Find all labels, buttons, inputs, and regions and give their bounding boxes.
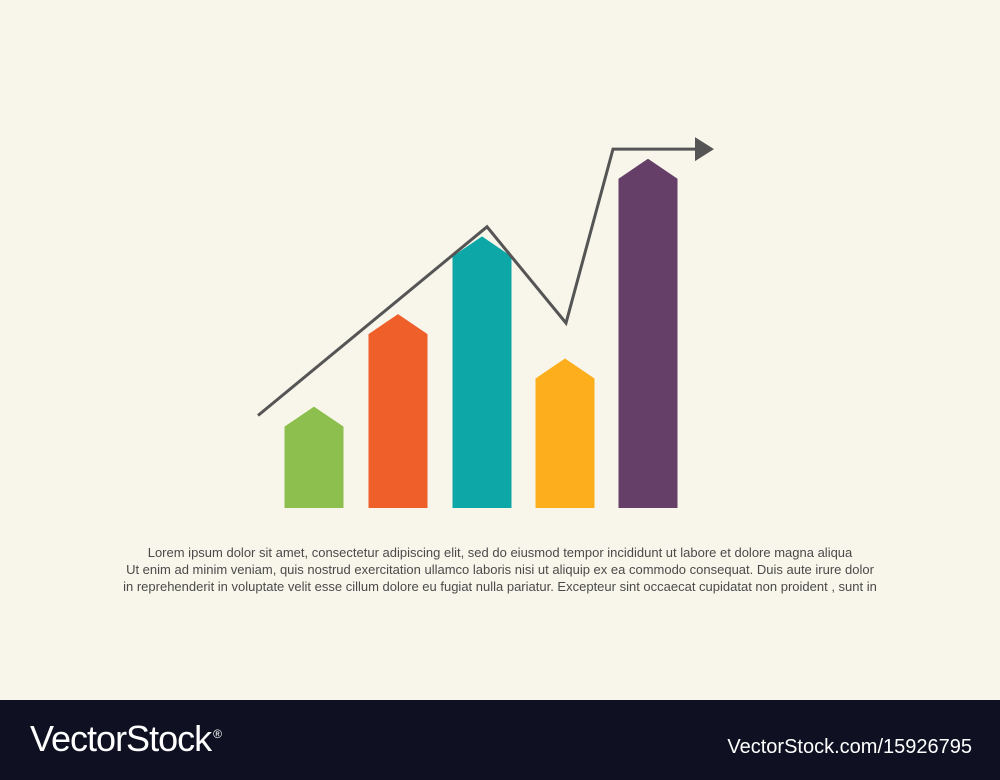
footer-bar: VectorStock ® VectorStock.com/15926795 [0,700,1000,780]
footer-url-link[interactable]: VectorStock.com/15926795 [727,736,972,758]
caption-line-1: Lorem ipsum dolor sit amet, consectetur … [147,545,853,560]
brand-logo[interactable]: VectorStock ® [30,718,222,760]
caption: Lorem ipsum dolor sit amet, consectetur … [0,544,1000,595]
trend-line [257,147,697,417]
caption-line-2: Ut enim ad minim veniam, quis nostrud ex… [126,562,874,577]
bar-2 [368,314,428,508]
bar-3 [452,236,512,508]
brand-name: VectorStock [30,718,212,759]
bar-5 [618,158,678,508]
bar-1 [284,406,344,508]
bar-4 [535,358,595,508]
caption-line-3: in reprehenderit in voluptate velit esse… [123,579,877,594]
bar-chart [257,137,714,508]
registered-mark: ® [213,727,222,741]
trend-arrow-icon [695,137,714,162]
